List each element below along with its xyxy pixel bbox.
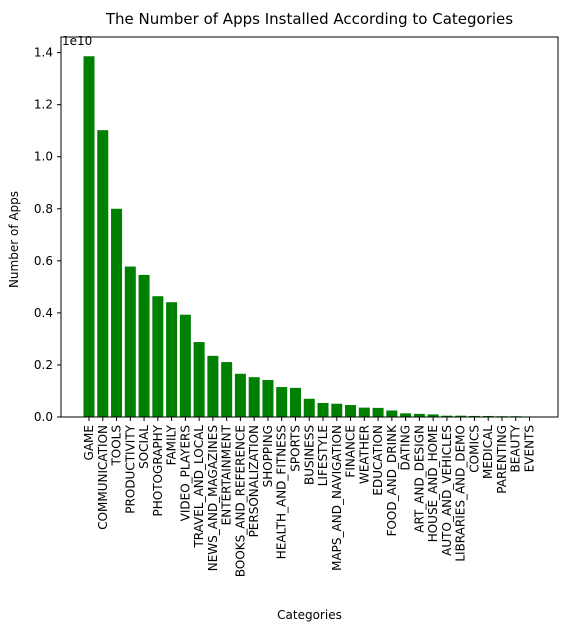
bar-lifestyle: [317, 402, 329, 417]
bar-auto-and-vehicles: [441, 415, 453, 417]
x-tick-label: ART_AND_DESIGN: [412, 425, 426, 533]
bar-entertainment: [221, 362, 233, 417]
x-tick-label: SOCIAL: [137, 425, 151, 469]
bar-tools: [111, 208, 123, 417]
chart-title: The Number of Apps Installed According t…: [105, 10, 513, 28]
x-tick-label: SHOPPING: [261, 425, 275, 487]
bar-finance: [345, 405, 357, 417]
y-tick-label: 1.4: [34, 46, 53, 60]
x-tick-label: WEATHER: [357, 425, 371, 484]
bar-sports: [289, 387, 301, 417]
x-axis-ticks: GAME COMMUNICATION TOOLS PRODUCTIVITY SOCIAL…: [82, 417, 537, 577]
bar-communication: [97, 130, 109, 417]
plot-frame: [60, 36, 559, 418]
x-tick-label: HEALTH_AND_FITNESS: [275, 425, 289, 559]
x-tick-label: FOOD_AND_DRINK: [385, 424, 399, 537]
bars-group: [83, 56, 535, 417]
x-tick-label: BOOKS_AND_REFERENCE: [233, 425, 247, 577]
x-tick-label: TOOLS: [110, 425, 124, 467]
y-axis-label: Number of Apps: [7, 191, 21, 288]
x-tick-label: ENTERTAINMENT: [220, 424, 234, 525]
x-tick-label: PARENTING: [495, 425, 509, 494]
x-tick-label: COMICS: [467, 425, 481, 473]
bar-social: [138, 274, 150, 417]
x-tick-label: LIBRARIES_AND_DEMO: [454, 425, 468, 562]
bar-art-and-design: [413, 413, 425, 417]
x-tick-label: EVENTS: [523, 425, 537, 472]
bar-game: [83, 56, 95, 417]
bar-dating: [400, 413, 412, 417]
bar-family: [166, 302, 178, 417]
bar-travel-and-local: [193, 342, 205, 417]
x-tick-label: COMMUNICATION: [96, 425, 110, 530]
x-tick-label: NEWS_AND_MAGAZINES: [206, 425, 220, 571]
x-tick-label: FAMILY: [165, 424, 179, 465]
x-tick-label: MAPS_AND_NAVIGATION: [330, 425, 344, 571]
x-tick-label: LIFESTYLE: [316, 425, 330, 486]
x-tick-label: PERSONALIZATION: [247, 425, 261, 537]
y-tick-label: 0.6: [34, 254, 53, 268]
x-tick-label: PRODUCTIVITY: [123, 424, 137, 513]
bar-food-and-drink: [386, 410, 398, 417]
bar-video-players: [179, 314, 191, 417]
y-tick-label: 0.2: [34, 358, 53, 372]
x-tick-label: TRAVEL_AND_LOCAL: [192, 425, 206, 549]
x-tick-label: SPORTS: [288, 425, 302, 472]
bar-education: [372, 407, 384, 417]
y-tick-label: 1.2: [34, 98, 53, 112]
x-tick-label: MEDICAL: [481, 425, 495, 479]
x-tick-label: VIDEO_PLAYERS: [178, 425, 192, 521]
x-tick-label: AUTO_AND_VEHICLES: [440, 425, 454, 556]
bar-maps-and-navigation: [331, 403, 343, 417]
x-tick-label: FINANCE: [344, 425, 358, 478]
x-tick-label: PHOTOGRAPHY: [151, 424, 165, 516]
x-tick-label: BUSINESS: [302, 425, 316, 485]
bar-shopping: [262, 380, 274, 417]
x-axis-label: Categories: [277, 608, 342, 622]
bar-health-and-fitness: [276, 387, 288, 417]
x-tick-label: DATING: [399, 425, 413, 470]
bar-weather: [358, 407, 370, 417]
y-tick-label: 0.8: [34, 202, 53, 216]
x-tick-label: HOUSE_AND_HOME: [426, 425, 440, 542]
bar-comics: [468, 415, 480, 417]
x-tick-label: EDUCATION: [371, 425, 385, 496]
bar-medical: [482, 415, 494, 417]
x-tick-label: GAME: [82, 425, 96, 460]
x-tick-label: BEAUTY: [509, 424, 523, 472]
bar-photography: [152, 296, 164, 417]
y-axis-offset-label: 1e10: [62, 34, 92, 48]
bar-news-and-magazines: [207, 355, 219, 417]
y-tick-label: 0.0: [34, 410, 53, 424]
bar-productivity: [124, 266, 136, 417]
y-tick-label: 0.4: [34, 306, 53, 320]
bar-libraries-and-demo: [455, 415, 467, 417]
bar-books-and-reference: [234, 373, 246, 417]
y-tick-label: 1.0: [34, 150, 53, 164]
y-axis-ticks: 0.0 0.2 0.4 0.6 0.8 1.0 1.2 1.4: [34, 46, 61, 424]
bar-personalization: [248, 377, 260, 417]
bar-house-and-home: [427, 414, 439, 417]
bar-business: [303, 398, 315, 417]
